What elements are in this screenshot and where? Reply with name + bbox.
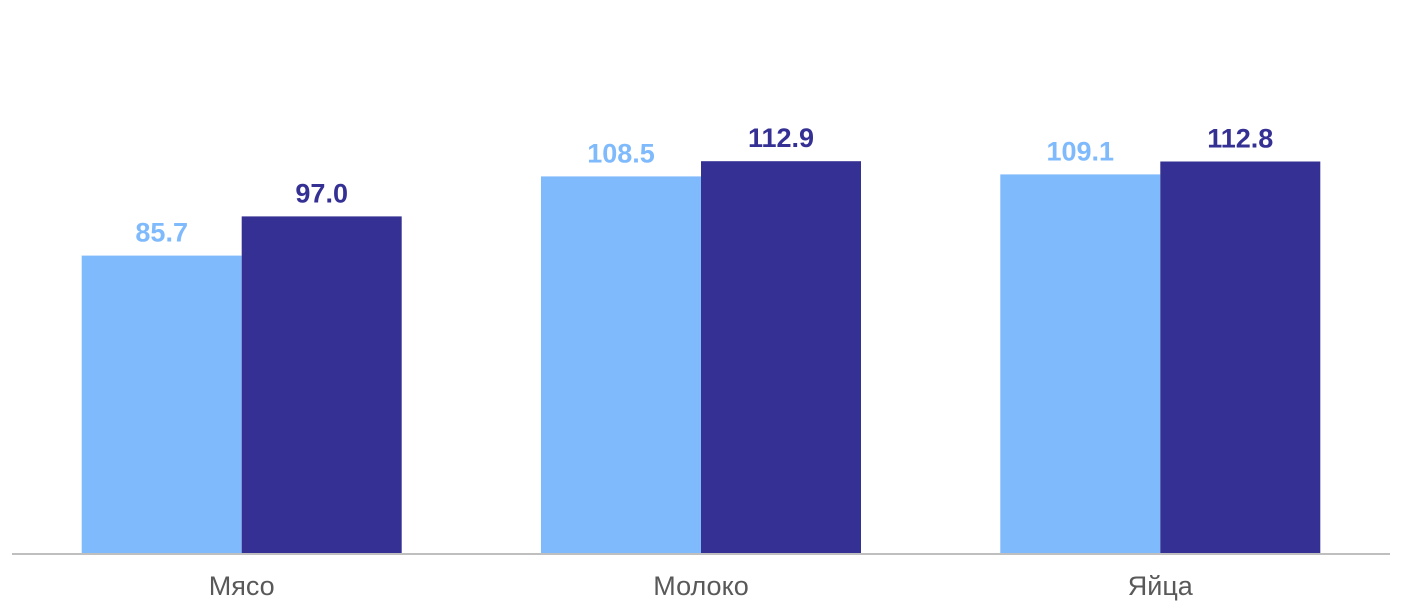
bar-мясо-series-2: [241, 216, 402, 553]
data-label-молоко-series-1: 108.5: [587, 138, 655, 168]
category-label-яйца: Яйца: [1128, 571, 1194, 601]
data-label-мясо-series-1: 85.7: [135, 218, 188, 248]
category-label-мясо: Мясо: [209, 571, 275, 601]
bars-layer: [81, 161, 1321, 553]
bar-яйца-series-2: [1160, 161, 1321, 553]
bar-молоко-series-1: [541, 176, 701, 553]
data-label-молоко-series-2: 112.9: [748, 123, 814, 153]
category-label-молоко: Молоко: [653, 571, 748, 601]
value-labels-layer: 85.7 97.0 108.5 112.9 109.1 112.8: [135, 123, 1273, 247]
data-label-мясо-series-2: 97.0: [295, 178, 348, 208]
bar-мясо-series-1: [81, 255, 242, 553]
bar-молоко-series-2: [701, 161, 861, 553]
data-label-яйца-series-1: 109.1: [1047, 136, 1115, 166]
bar-яйца-series-1: [1000, 174, 1161, 553]
data-label-яйца-series-2: 112.8: [1207, 124, 1273, 154]
category-labels-layer: Мясо Молоко Яйца: [209, 571, 1194, 601]
